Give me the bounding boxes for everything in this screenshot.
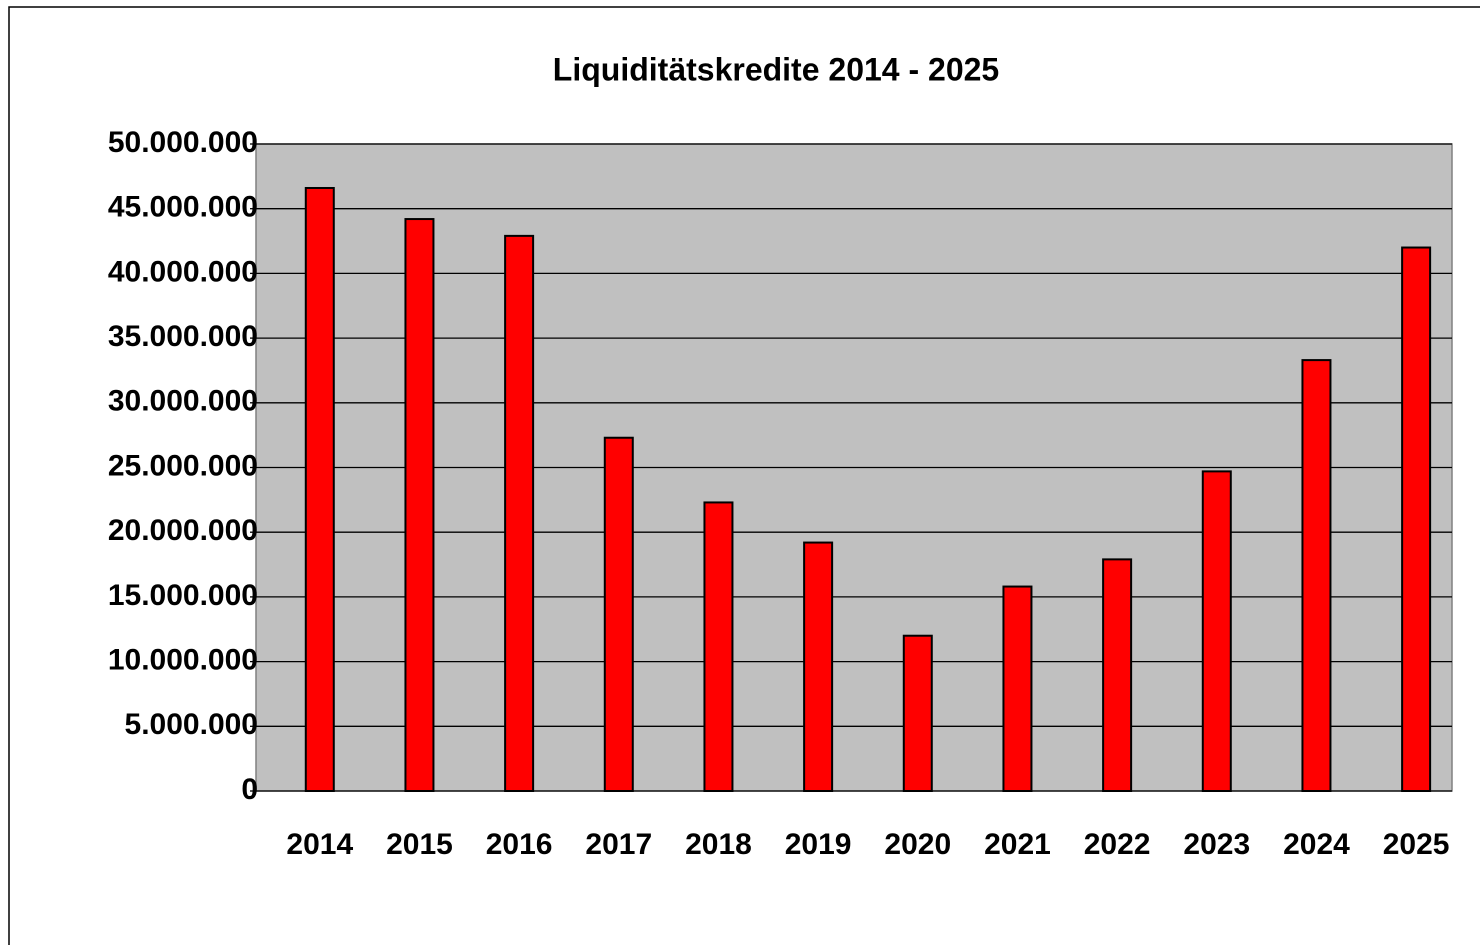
bar [1401, 246, 1432, 792]
x-tick-label: 2025 [1383, 828, 1450, 861]
x-tick-label: 2015 [386, 828, 453, 861]
bar [304, 186, 335, 793]
x-tick-label: 2024 [1283, 828, 1350, 861]
x-tick-label: 2014 [286, 828, 353, 861]
y-tick-label: 10.000.000 [108, 644, 258, 677]
bar [1002, 585, 1033, 792]
y-tick-label: 5.000.000 [125, 708, 258, 741]
y-tick-label: 15.000.000 [108, 579, 258, 612]
y-tick-label: 45.000.000 [108, 191, 258, 224]
bar [902, 634, 933, 792]
bar [603, 436, 634, 792]
y-tick-label: 50.000.000 [108, 126, 258, 159]
x-tick-label: 2017 [585, 828, 652, 861]
x-tick-label: 2022 [1084, 828, 1151, 861]
x-tick-label: 2019 [785, 828, 852, 861]
y-tick-label: 35.000.000 [108, 320, 258, 353]
y-tick-label: 0 [241, 773, 258, 806]
y-tick-label: 30.000.000 [108, 385, 258, 418]
bar [504, 234, 535, 792]
x-tick-label: 2021 [984, 828, 1051, 861]
bar [404, 218, 435, 792]
bar [1201, 470, 1232, 792]
y-tick-label: 20.000.000 [108, 514, 258, 547]
y-tick-label: 40.000.000 [108, 255, 258, 288]
bar [1301, 359, 1332, 792]
bar [1102, 558, 1133, 793]
x-tick-label: 2023 [1183, 828, 1250, 861]
chart-title: Liquiditätskredite 2014 - 2025 [553, 51, 999, 87]
x-tick-label: 2016 [486, 828, 553, 861]
bar [803, 541, 834, 792]
x-tick-label: 2020 [884, 828, 951, 861]
bar [703, 501, 734, 792]
y-tick-label: 25.000.000 [108, 449, 258, 482]
x-tick-label: 2018 [685, 828, 752, 861]
